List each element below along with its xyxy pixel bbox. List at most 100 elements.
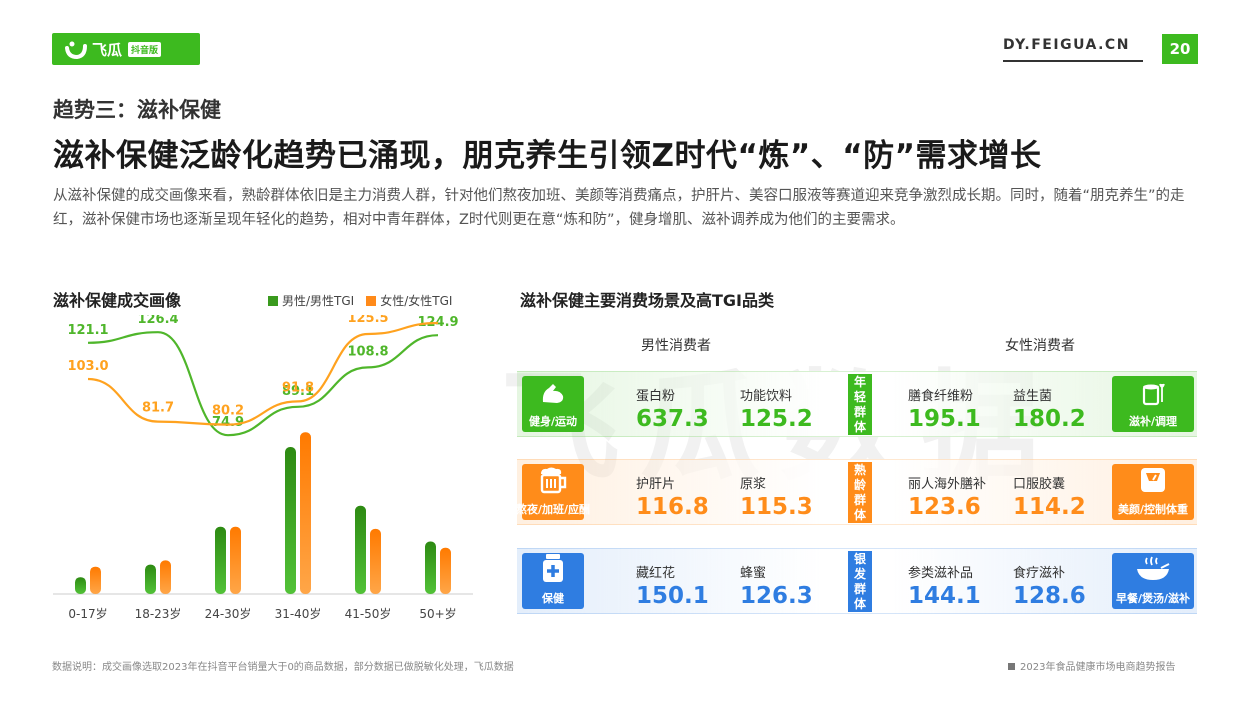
category-tgi-value: 126.3 — [740, 583, 813, 609]
group-label-char: 群 — [853, 404, 866, 419]
scene-section-title: 滋补保健主要消费场景及高TGI品类 — [520, 291, 775, 310]
category-label: 护肝片 — [636, 477, 676, 492]
category-item: 蜂蜜 126.3 — [740, 562, 813, 609]
category-tgi-value: 116.8 — [636, 494, 709, 520]
category-tgi-value: 195.1 — [908, 406, 981, 432]
scene-left-box: 熬夜/加班/应酬 — [516, 464, 590, 520]
scene-left-box: 保健 — [522, 553, 584, 609]
brand-name: 飞瓜 — [92, 40, 123, 59]
group-label: 年轻群体 — [848, 374, 872, 435]
category-tgi-value: 637.3 — [636, 406, 709, 432]
group-label-char: 体 — [853, 596, 866, 611]
scene-row-0: 健身/运动 蛋白粉 637.3 功能饮料 125.2 膳食纤维粉 195.1 益生菌 180.2… — [517, 371, 1197, 437]
category-tgi-value: 125.2 — [740, 406, 813, 432]
category-item: 护肝片 116.8 — [636, 473, 709, 520]
category-item: 口服胶囊 114.2 — [1013, 473, 1086, 520]
brand-logo: 飞瓜 抖音版 — [52, 33, 200, 65]
category-tgi-value: 180.2 — [1013, 406, 1086, 432]
group-label-char: 体 — [853, 419, 866, 434]
chart-title: 滋补保健成交画像 — [53, 291, 182, 310]
male-consumer-header: 男性消费者 — [641, 338, 711, 354]
female-tgi-label-3: 91.8 — [282, 380, 314, 395]
scene-left-label: 熬夜/加班/应酬 — [515, 503, 591, 516]
category-tgi-value: 115.3 — [740, 494, 813, 520]
category-label: 藏红花 — [636, 566, 676, 581]
group-label: 熟龄群体 — [848, 462, 872, 523]
page-number: 20 — [1162, 34, 1198, 64]
category-tgi-value: 114.2 — [1013, 494, 1086, 520]
group-label-char: 熟 — [853, 462, 866, 477]
male-bar-3 — [285, 447, 296, 594]
female-bar-3 — [300, 432, 311, 594]
male-bar-1 — [145, 564, 156, 594]
female-bar-2 — [230, 526, 241, 594]
x-tick-label-3: 31-40岁 — [275, 606, 322, 621]
category-item: 功能饮料 125.2 — [740, 385, 813, 432]
category-label: 口服胶囊 — [1013, 477, 1066, 492]
female-tgi-label-2: 80.2 — [212, 404, 244, 419]
female-bar-0 — [90, 566, 101, 594]
category-tgi-value: 123.6 — [908, 494, 981, 520]
soup-bowl-icon — [1135, 555, 1171, 590]
scene-right-label: 美颜/控制体重 — [1117, 503, 1189, 516]
legend-label-male: 男性/男性TGI — [282, 294, 355, 308]
category-tgi-value: 150.1 — [636, 583, 709, 609]
square-bullet-icon — [1008, 663, 1015, 670]
group-label-char: 龄 — [853, 477, 866, 492]
female-bar-5 — [440, 547, 451, 594]
scene-row-2: 保健 藏红花 150.1 蜂蜜 126.3 参类滋补品 144.1 食疗滋补 128.6 银发群体… — [517, 548, 1197, 614]
category-label: 参类滋补品 — [908, 566, 974, 581]
category-item: 原浆 115.3 — [740, 473, 813, 520]
scene-row-1: 熬夜/加班/应酬 护肝片 116.8 原浆 115.3 丽人海外膳补 123.6 口服胶囊 11… — [516, 459, 1197, 525]
chart-legend: 男性/男性TGI 女性/女性TGI — [268, 292, 452, 309]
female-tgi-label-5: 131.0 — [417, 315, 458, 318]
section-subtitle: 趋势三：滋补保健 — [53, 98, 221, 122]
category-label: 益生菌 — [1013, 389, 1053, 404]
page-title: 滋补保健泛龄化趋势已涌现，朋克养生引领Z时代“炼”、“防”需求增长 — [53, 138, 1042, 174]
category-label: 蛋白粉 — [636, 389, 676, 404]
group-label-char: 体 — [853, 507, 866, 522]
beer-icon — [536, 466, 570, 501]
category-tgi-value: 144.1 — [908, 583, 981, 609]
report-name: 2023年食品健康市场电商趋势报告 — [1008, 658, 1175, 673]
age-profile-chart: 0-17岁 18-23岁 24-30岁 31-40岁 41-50岁 50+岁 121.1 12… — [53, 315, 473, 621]
female-tgi-label-0: 103.0 — [67, 359, 108, 374]
scale-icon — [1139, 466, 1167, 501]
site-url[interactable]: DY.FEIGUA.CN — [1003, 37, 1130, 53]
category-item: 藏红花 150.1 — [636, 562, 709, 609]
legend-label-female: 女性/女性TGI — [380, 294, 453, 308]
category-item: 食疗滋补 128.6 — [1013, 562, 1086, 609]
page-description: 从滋补保健的成交画像来看，熟龄群体依旧是主力消费人群，针对他们熬夜加班、美颜等消… — [53, 188, 1185, 228]
category-item: 丽人海外膳补 123.6 — [908, 473, 986, 520]
group-label-char: 群 — [853, 581, 866, 596]
scene-right-box: 滋补/调理 — [1112, 376, 1194, 432]
male-tgi-label-3: 89.1 — [282, 384, 314, 399]
pot-icon — [1138, 380, 1168, 413]
category-item: 蛋白粉 637.3 — [636, 385, 709, 432]
brand-tag: 抖音版 — [128, 41, 162, 57]
category-label: 丽人海外膳补 — [908, 477, 987, 492]
x-tick-label-0: 0-17岁 — [68, 606, 107, 621]
male-bar-2 — [215, 526, 226, 594]
category-label: 蜂蜜 — [740, 566, 767, 581]
scene-right-box: 早餐/煲汤/滋补 — [1112, 553, 1194, 609]
report-title: 2023年食品健康市场电商趋势报告 — [1020, 662, 1176, 673]
female-tgi-label-4: 125.5 — [347, 315, 388, 326]
female-consumer-header: 女性消费者 — [1005, 338, 1075, 354]
group-label-char: 群 — [853, 492, 866, 507]
data-footnote: 数据说明：成交画像选取2023年在抖音平台销量大于0的商品数据，部分数据已做脱敏… — [52, 662, 514, 673]
female-tgi-label-1: 81.7 — [142, 401, 174, 416]
x-tick-label-2: 24-30岁 — [205, 606, 252, 621]
x-tick-label-1: 18-23岁 — [135, 606, 182, 621]
male-tgi-label-0: 121.1 — [67, 323, 108, 338]
group-label-char: 年 — [853, 374, 866, 389]
category-tgi-value: 128.6 — [1013, 583, 1086, 609]
category-label: 功能饮料 — [740, 389, 793, 404]
category-item: 参类滋补品 144.1 — [908, 562, 981, 609]
medicine-bottle-icon — [540, 553, 566, 590]
male-bar-0 — [75, 577, 86, 594]
male-tgi-label-4: 108.8 — [347, 344, 388, 359]
group-label-char: 发 — [853, 566, 866, 581]
male-tgi-label-2: 74.9 — [212, 415, 244, 430]
scene-right-label: 滋补/调理 — [1128, 415, 1178, 428]
